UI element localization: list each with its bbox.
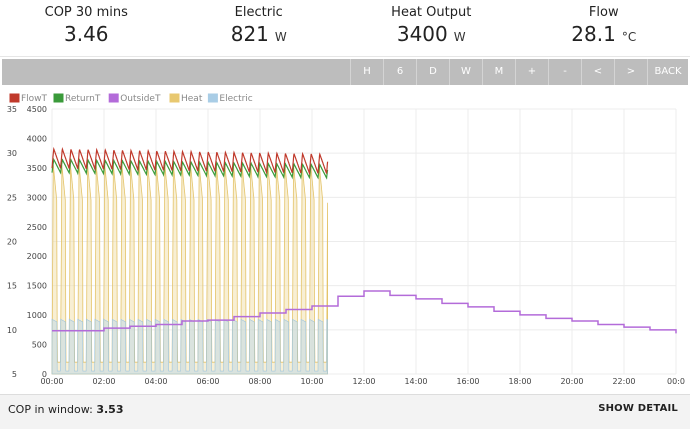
stat-heat-unit: W [454,30,466,44]
x-tick-label: 00:0 [667,377,685,386]
y-power-tick-label: 4500 [27,105,47,114]
stat-heat-label: Heat Output [345,5,518,20]
y-power-tick-label: 0 [42,370,47,379]
legend-label-electric: Electric [219,94,252,104]
week-button[interactable]: W [449,59,482,85]
y-power-tick-label: 4000 [27,134,47,143]
legend-label-returnt: ReturnT [65,94,101,104]
stat-electric-label: Electric [173,5,346,20]
x-tick-label: 16:00 [456,377,479,386]
pan-right-button[interactable]: > [614,59,647,85]
zoom-out-button[interactable]: - [548,59,581,85]
hour-button[interactable]: H [350,59,383,85]
cop-window-label: COP in window: [8,403,93,416]
legend-swatch-electric [208,94,217,102]
y-temp-tick-label: 35 [7,105,17,114]
stat-electric-number: 821 [231,22,269,46]
x-tick-label: 22:00 [612,377,635,386]
stat-flow-label: Flow [518,5,690,20]
cop-window-value: 3.53 [96,403,123,416]
y-power-tick-label: 3000 [27,193,47,202]
x-tick-label: 18:00 [508,377,531,386]
x-tick-label: 04:00 [144,377,167,386]
stat-flow-number: 28.1 [571,22,616,46]
x-tick-label: 20:00 [560,377,583,386]
stats-bar: COP 30 mins 3.46 Electric 821 W Heat Outp… [0,0,690,57]
y-power-tick-label: 2500 [27,223,47,232]
legend-swatch-outsidet [109,94,118,102]
x-tick-label: 14:00 [404,377,427,386]
stat-cop-number: 3.46 [64,22,109,46]
footer-bar: COP in window: 3.53 SHOW DETAIL [0,394,690,429]
x-tick-label: 08:00 [248,377,271,386]
y-temp-tick-label: 5 [12,370,17,379]
y-temp-tick-label: 15 [7,282,17,291]
stat-cop-value: 3.46 [0,22,173,46]
legend-label-heat: Heat [181,94,203,104]
legend-label-flowt: FlowT [21,94,48,104]
stat-flow-value: 28.1 °C [518,22,690,46]
stat-cop-label: COP 30 mins [0,5,173,20]
legend-swatch-heat [170,94,179,102]
y-power-tick-label: 500 [32,341,47,350]
x-tick-label: 10:00 [300,377,323,386]
stat-heat-output: Heat Output 3400 W [345,0,518,56]
x-tick-label: 12:00 [352,377,375,386]
pan-left-button[interactable]: < [581,59,614,85]
stat-heat-number: 3400 [397,22,448,46]
legend-swatch-flowt [10,94,19,102]
six-hour-button[interactable]: 6 [383,59,416,85]
y-power-tick-label: 1000 [27,311,47,320]
stat-electric-value: 821 W [173,22,346,46]
day-button[interactable]: D [416,59,449,85]
back-button[interactable]: BACK [647,59,688,85]
y-temp-tick-label: 20 [7,238,17,247]
y-temp-tick-label: 10 [7,326,17,335]
stat-electric: Electric 821 W [173,0,346,56]
legend-swatch-returnt [54,94,63,102]
month-button[interactable]: M [482,59,515,85]
stat-heat-value: 3400 W [345,22,518,46]
y-power-tick-label: 3500 [27,164,47,173]
x-tick-label: 06:00 [196,377,219,386]
time-toolbar: H 6 D W M + - < > BACK [2,59,688,85]
x-tick-label: 02:00 [92,377,115,386]
zoom-in-button[interactable]: + [515,59,548,85]
stat-flow-unit: °C [622,30,636,44]
y-power-tick-label: 1500 [27,282,47,291]
show-detail-button[interactable]: SHOW DETAIL [598,403,678,414]
y-power-tick-label: 2000 [27,252,47,261]
stat-cop: COP 30 mins 3.46 [0,0,173,56]
stat-flow: Flow 28.1 °C [518,0,690,56]
legend-label-outsidet: OutsideT [120,94,161,104]
chart-svg[interactable]: FlowT ReturnT OutsideT Heat Electric 00:0 0 02:… [0,88,690,388]
toolbar-buttons: H 6 D W M + - < > BACK [350,59,688,85]
y-temp-tick-label: 30 [7,149,17,158]
y-temp-tick-label: 25 [7,193,17,202]
stat-electric-unit: W [275,30,287,44]
cop-window: COP in window: 3.53 [8,403,123,416]
heatpump-chart[interactable]: FlowT ReturnT OutsideT Heat Electric 00:0 0 02:… [0,88,690,388]
